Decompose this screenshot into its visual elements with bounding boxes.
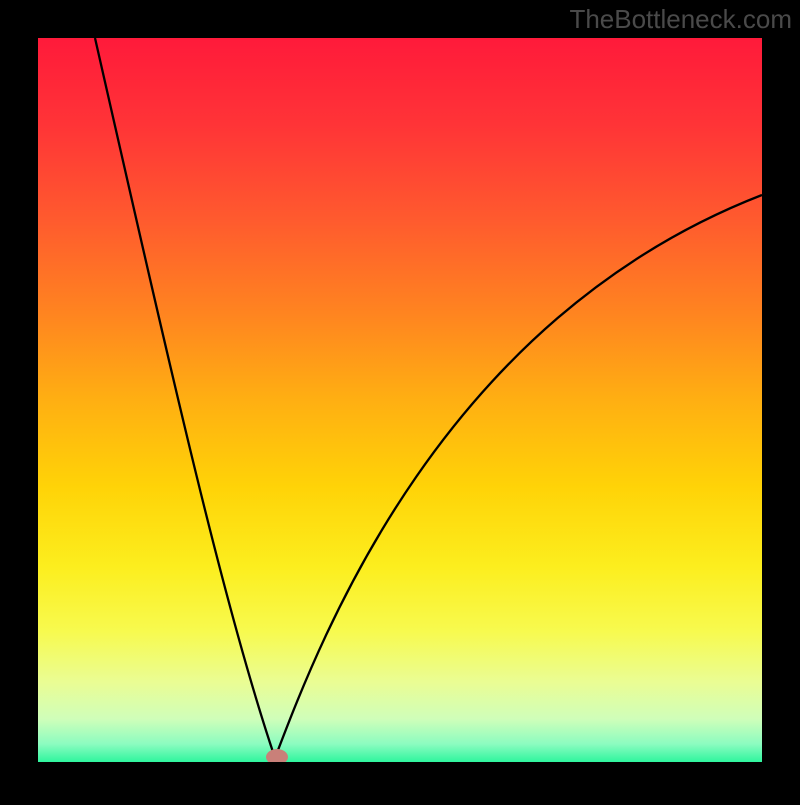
watermark-label: TheBottleneck.com — [569, 4, 792, 35]
chart-svg — [0, 0, 800, 800]
plot-area — [38, 38, 762, 762]
chart-container: TheBottleneck.com — [0, 0, 800, 800]
